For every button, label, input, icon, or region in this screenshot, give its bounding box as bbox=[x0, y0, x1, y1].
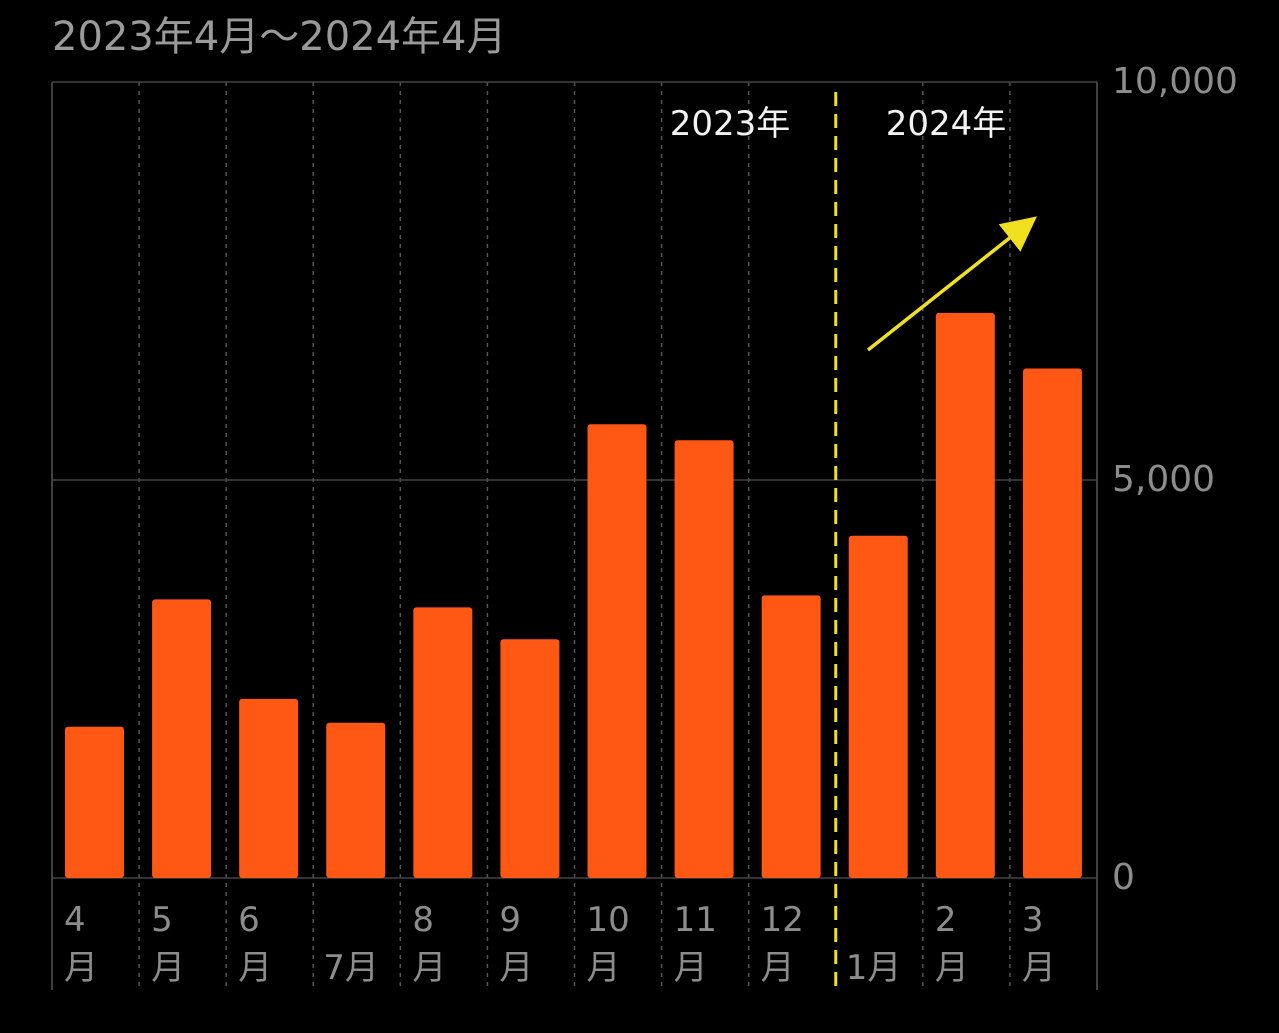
x-tick-label: 1月 bbox=[845, 948, 902, 988]
bar bbox=[848, 535, 908, 878]
bar bbox=[935, 312, 995, 879]
y-tick-label: 0 bbox=[1112, 857, 1135, 898]
x-tick-label: 7月 bbox=[323, 948, 379, 988]
y-tick-label: 10,000 bbox=[1112, 61, 1238, 102]
x-tick-label: 3 月 bbox=[1021, 900, 1056, 988]
bar bbox=[413, 607, 473, 878]
chart-title: 2023年4月〜2024年4月 bbox=[52, 14, 507, 60]
bar bbox=[761, 595, 821, 878]
x-tick-label: 10 月 bbox=[586, 900, 630, 988]
bar bbox=[674, 440, 734, 878]
y-tick-label: 5,000 bbox=[1112, 459, 1216, 500]
year-annotation: 2023年 bbox=[669, 104, 791, 144]
bar bbox=[65, 726, 124, 878]
x-tick-label: 9 月 bbox=[499, 900, 534, 988]
bar bbox=[326, 722, 386, 878]
x-tick-label: 5 月 bbox=[151, 900, 186, 988]
x-tick-label: 6 月 bbox=[238, 900, 273, 988]
x-tick-label: 12 月 bbox=[760, 900, 804, 988]
bar bbox=[587, 424, 647, 878]
bar bbox=[1022, 368, 1082, 878]
bar bbox=[152, 599, 212, 878]
bar bbox=[239, 698, 299, 878]
year-annotation: 2024年 bbox=[885, 104, 1007, 144]
trend-arrow bbox=[866, 216, 1037, 352]
x-tick-label: 8 月 bbox=[412, 900, 447, 988]
x-tick-label: 2 月 bbox=[934, 900, 969, 988]
x-tick-label: 11 月 bbox=[673, 900, 717, 988]
bar bbox=[500, 639, 560, 878]
x-tick-label: 4 月 bbox=[64, 900, 98, 988]
